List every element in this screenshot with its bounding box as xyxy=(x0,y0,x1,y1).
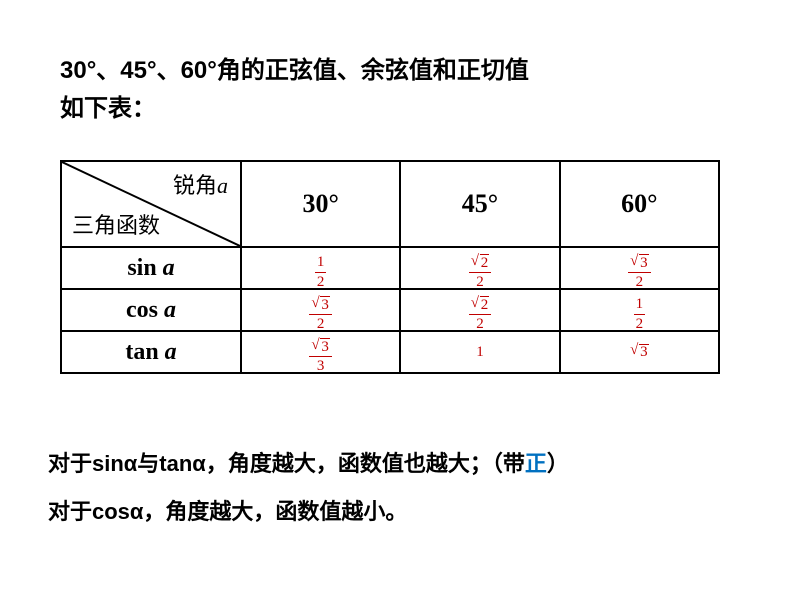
row-sin: sin a 12 22 32 xyxy=(61,247,719,289)
heading-line2: 如下表： xyxy=(60,95,156,122)
cell-sin-60: 32 xyxy=(560,247,719,289)
row-header-cos: cos a xyxy=(61,289,241,331)
diagonal-header-cell: 锐角a 三角函数 xyxy=(61,161,241,247)
trig-table: 锐角a 三角函数 30° 45° 60° sin a 12 22 32 cos … xyxy=(60,160,720,374)
cell-sin-30: 12 xyxy=(241,247,400,289)
cell-tan-60: 3 xyxy=(560,331,719,373)
diag-bottom-label: 三角函数 xyxy=(72,208,160,240)
footer-notes: 对于sinα与tanα，角度越大，函数值也越大；（带正） 对于cosα，角度越大… xyxy=(48,440,569,537)
cell-tan-45: 1 xyxy=(400,331,559,373)
heading-text: 30°、45°、60°角的正弦值、余弦值和正切值 如下表： xyxy=(60,52,529,129)
heading-line1: 30°、45°、60°角的正弦值、余弦值和正切值 xyxy=(60,57,529,84)
cell-cos-60: 12 xyxy=(560,289,719,331)
cell-tan-30: 33 xyxy=(241,331,400,373)
footer-line1: 对于sinα与tanα，角度越大，函数值也越大；（带正） xyxy=(48,440,569,488)
row-tan: tan a 33 1 3 xyxy=(61,331,719,373)
col-header-30: 30° xyxy=(241,161,400,247)
footer-line2: 对于cosα，角度越大，函数值越小。 xyxy=(48,488,569,536)
row-header-tan: tan a xyxy=(61,331,241,373)
col-header-45: 45° xyxy=(400,161,559,247)
row-header-sin: sin a xyxy=(61,247,241,289)
cell-sin-45: 22 xyxy=(400,247,559,289)
diag-top-label: 锐角a xyxy=(173,168,228,200)
cell-cos-30: 32 xyxy=(241,289,400,331)
cell-cos-45: 22 xyxy=(400,289,559,331)
table-header-row: 锐角a 三角函数 30° 45° 60° xyxy=(61,161,719,247)
footer-blue-char: 正 xyxy=(525,451,547,476)
row-cos: cos a 32 22 12 xyxy=(61,289,719,331)
col-header-60: 60° xyxy=(560,161,719,247)
